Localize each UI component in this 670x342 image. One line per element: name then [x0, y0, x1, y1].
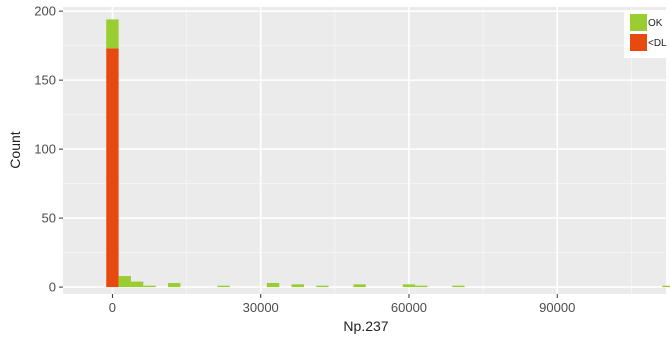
plot-panel	[63, 7, 666, 294]
bar-ok	[452, 285, 465, 288]
bar-ok	[402, 284, 416, 288]
bar-ok	[143, 285, 156, 288]
bar-ok	[353, 284, 366, 288]
bar-ok	[130, 281, 144, 288]
x-tick-label: 90000	[539, 300, 575, 315]
x-tick-label: 0	[109, 300, 116, 315]
x-tick-label: 30000	[243, 300, 279, 315]
x-axis-title: Np.237	[343, 318, 388, 334]
bar-ok	[217, 285, 230, 288]
legend-key	[630, 14, 647, 31]
legend: OK <DL	[624, 10, 670, 58]
bar-ok	[168, 282, 181, 288]
bar-ok	[291, 284, 304, 288]
bar-dl	[106, 48, 119, 288]
legend-label: OK	[648, 18, 663, 29]
y-tick-label: 100	[34, 142, 56, 157]
legend-key	[630, 34, 647, 51]
x-tick-label: 60000	[391, 300, 427, 315]
y-tick-label: 0	[49, 280, 56, 295]
bar-ok	[106, 19, 119, 49]
legend-label: <DL	[648, 38, 667, 49]
y-tick-label: 50	[42, 211, 56, 226]
x-axis: 0 30000 60000 90000	[109, 294, 575, 315]
bar-ok	[266, 282, 280, 288]
bar-ok	[118, 276, 131, 288]
y-tick-label: 150	[34, 73, 56, 88]
y-axis-title: Count	[7, 131, 23, 168]
y-tick-label: 200	[34, 4, 56, 19]
y-axis: 0 50 100 150 200	[34, 4, 63, 295]
bar-ok	[662, 285, 670, 288]
bar-ok	[415, 285, 428, 288]
histogram-bars	[106, 19, 670, 288]
bar-ok	[316, 285, 329, 288]
